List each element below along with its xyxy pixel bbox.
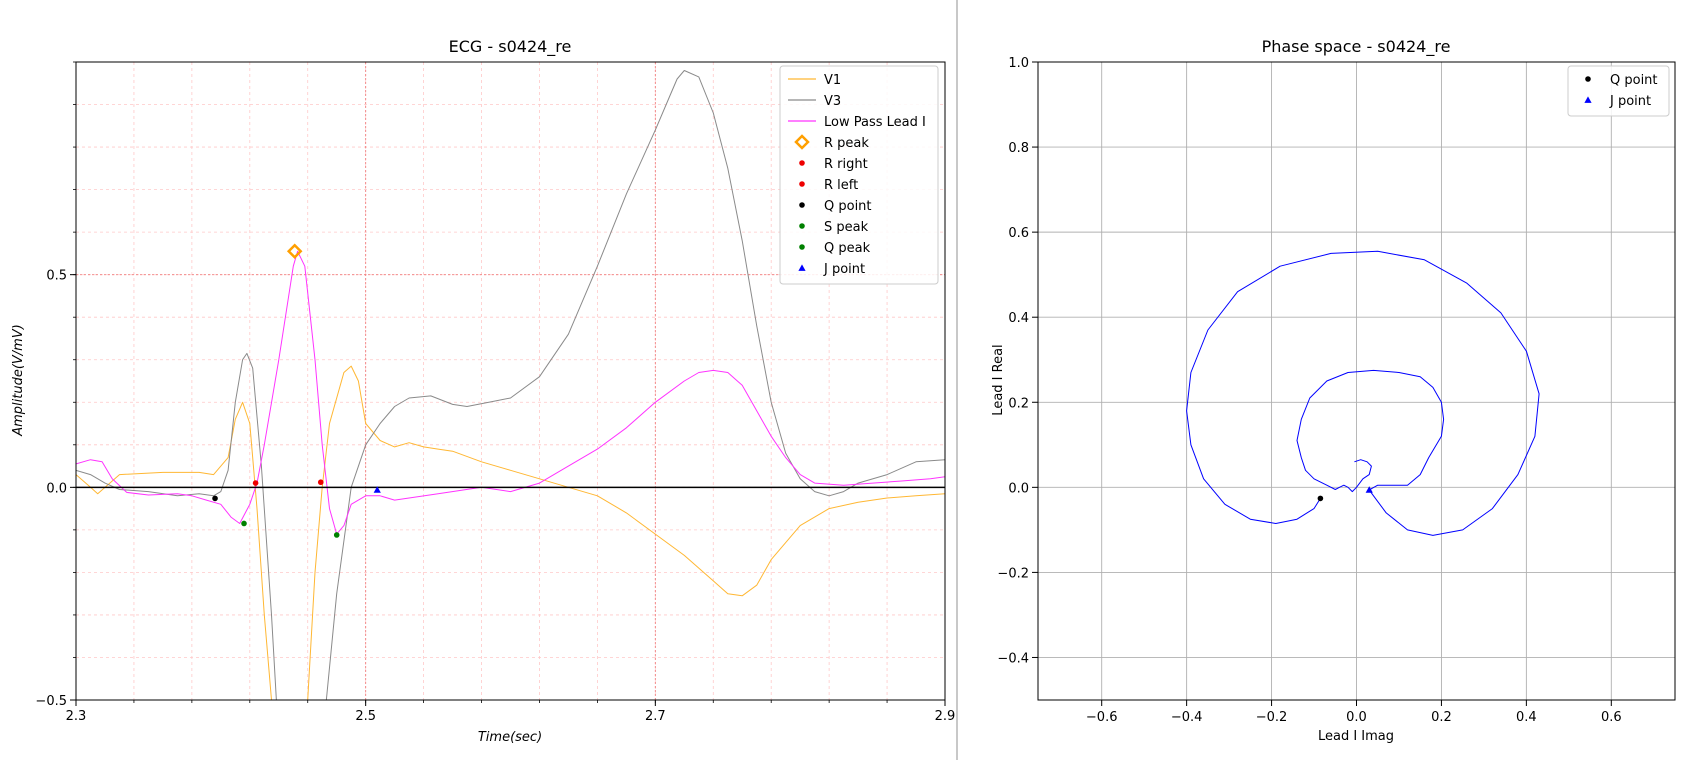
ecg-x-tick-label: 2.9 xyxy=(935,709,956,724)
phase-y-tick-label: 0.2 xyxy=(1008,396,1029,411)
ecg-marker-j-point xyxy=(373,486,381,493)
phase-legend-label-q-point: Q point xyxy=(1610,73,1658,88)
phase-legend: Q point J point xyxy=(1567,65,1670,117)
phase-legend-box xyxy=(1567,65,1670,117)
ecg-y-tick-label: 0.0 xyxy=(46,481,67,496)
legend-label-r-left: R left xyxy=(824,178,858,193)
ecg-x-axis-label: Time(sec) xyxy=(478,730,542,745)
phase-y-tick-label: 0.4 xyxy=(1008,311,1029,326)
legend-label-r-peak: R peak xyxy=(824,136,869,151)
ecg-legend: V1 V3 Low Pass Lead I R peak R right R left Q … xyxy=(779,65,939,285)
legend-swatch-q-peak xyxy=(799,244,805,250)
legend-label-j-point: J point xyxy=(823,262,865,277)
phase-grid xyxy=(1038,61,1675,700)
ecg-marker-r-peak xyxy=(286,243,303,260)
phase-markers xyxy=(1317,486,1373,502)
ecg-x-tick-label: 2.3 xyxy=(66,709,87,724)
phase-y-axis-label: Lead I Real xyxy=(991,344,1006,415)
phase-y-tick-label: −0.4 xyxy=(997,651,1029,666)
phase-chart-title: Phase space - s0424_re xyxy=(1262,37,1451,57)
phase-y-tick-label: 0.6 xyxy=(1008,226,1029,241)
phase-y-tick-label: 0.8 xyxy=(1008,141,1029,156)
ecg-marker-q-point xyxy=(212,495,218,502)
legend-label-v1: V1 xyxy=(824,73,841,88)
phase-y-tick-label: −0.2 xyxy=(997,566,1029,581)
ecg-series-v3 xyxy=(76,70,945,700)
ecg-chart: ECG - s0424_re Time(sec) Amplitude(V/mV)… xyxy=(11,37,956,745)
phase-y-tick-label: 0.0 xyxy=(1008,481,1029,496)
phase-legend-swatch-j-point xyxy=(1584,96,1592,103)
ecg-legend-box xyxy=(779,65,939,285)
phase-y-tick-label: 1.0 xyxy=(1008,56,1029,71)
legend-label-q-peak: Q peak xyxy=(824,241,871,256)
phase-x-tick-label: −0.6 xyxy=(1086,710,1118,725)
legend-swatch-r-peak xyxy=(794,134,810,150)
legend-label-r-right: R right xyxy=(824,157,868,172)
ecg-marker-r-left xyxy=(317,479,324,486)
ecg-x-tick-label: 2.7 xyxy=(645,709,666,724)
ecg-marker-s-peak xyxy=(333,532,340,538)
phase-space-chart: Phase space - s0424_re Lead I Imag Lead … xyxy=(991,37,1676,744)
legend-swatch-r-left xyxy=(799,181,805,187)
ecg-series-group xyxy=(76,70,945,700)
phase-x-tick-label: −0.4 xyxy=(1171,710,1203,725)
phase-trajectory-line xyxy=(1186,250,1540,536)
ecg-x-tick-label: 2.5 xyxy=(355,709,376,724)
phase-x-tick-label: −0.2 xyxy=(1256,710,1288,725)
phase-x-tick-label: 0.4 xyxy=(1516,710,1537,725)
legend-label-q-point: Q point xyxy=(824,199,872,214)
legend-swatch-r-right xyxy=(799,160,805,166)
ecg-markers xyxy=(212,243,381,538)
phase-legend-swatch-q-point xyxy=(1585,76,1591,82)
phase-x-axis-label: Lead I Imag xyxy=(1318,729,1394,744)
panel-divider xyxy=(956,0,958,760)
ecg-marker-r-right xyxy=(252,480,259,486)
ecg-y-axis-label: Amplitude(V/mV) xyxy=(11,324,26,437)
ecg-marker-q-peak xyxy=(241,520,247,527)
ecg-plot-frame xyxy=(75,61,946,701)
legend-label-v3: V3 xyxy=(824,94,841,109)
ecg-series-v1 xyxy=(76,365,945,700)
phase-x-tick-label: 0.6 xyxy=(1601,710,1622,725)
phase-marker-q-point xyxy=(1317,495,1324,502)
legend-swatch-j-point xyxy=(798,264,806,271)
legend-swatch-s-peak xyxy=(799,223,805,229)
ecg-y-tick-label: −0.5 xyxy=(35,694,67,709)
ecg-y-tick-label: 0.5 xyxy=(46,269,67,284)
legend-swatch-q-point xyxy=(799,202,805,208)
phase-x-tick-label: 0.0 xyxy=(1346,710,1367,725)
phase-legend-label-j-point: J point xyxy=(1609,94,1651,109)
phase-marker-j-point xyxy=(1365,486,1373,493)
phase-x-tick-label: 0.2 xyxy=(1431,710,1452,725)
legend-label-low-pass-lead-i: Low Pass Lead I xyxy=(824,115,926,130)
ecg-chart-title: ECG - s0424_re xyxy=(449,37,572,57)
ecg-series-low-pass-lead-i xyxy=(76,250,945,535)
legend-label-s-peak: S peak xyxy=(824,220,869,235)
